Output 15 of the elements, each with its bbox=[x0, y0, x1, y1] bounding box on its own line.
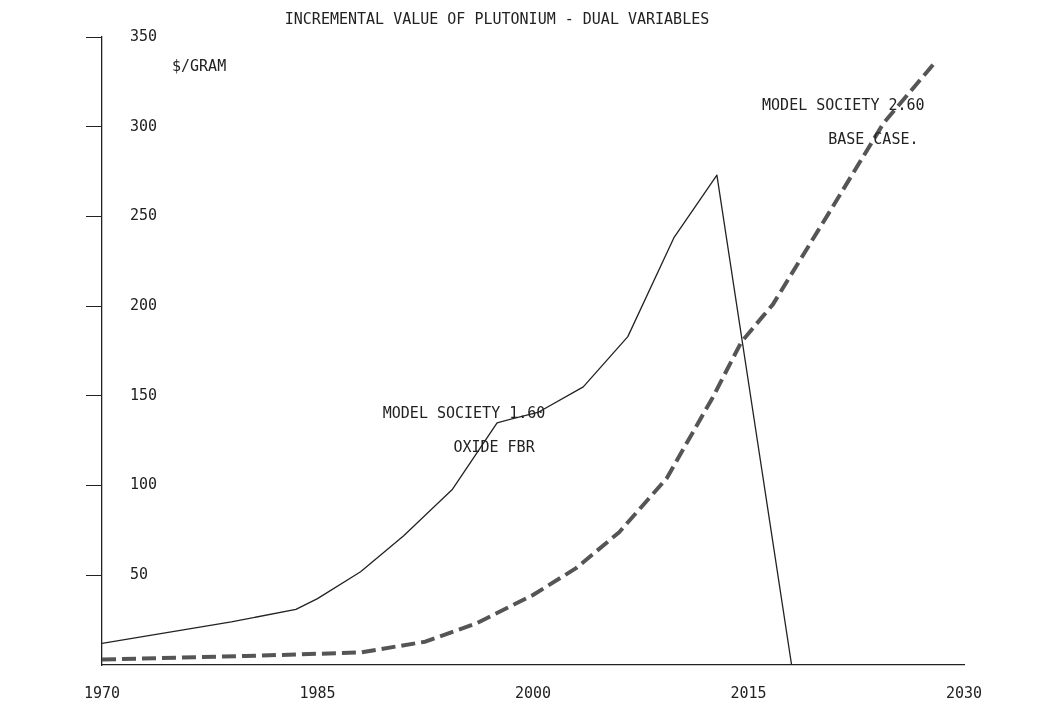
x-tick-label: 2030 bbox=[945, 683, 983, 702]
y-tick-label: 100 bbox=[130, 475, 158, 494]
series-label: MODEL SOCIETY 2.60 BASE CASE. bbox=[762, 95, 925, 148]
y-tick-label: 350 bbox=[130, 26, 158, 45]
y-tick-label: 250 bbox=[130, 206, 158, 225]
x-tick-label: 1985 bbox=[299, 683, 336, 702]
y-tick-label: 150 bbox=[130, 385, 158, 404]
x-tick-label: 2015 bbox=[730, 683, 767, 702]
y-tick-label: 300 bbox=[130, 116, 158, 135]
y-tick-label: 50 bbox=[130, 565, 149, 584]
x-tick-label: 2000 bbox=[514, 683, 552, 702]
y-tick-label: 200 bbox=[130, 296, 158, 315]
chart-title: INCREMENTAL VALUE OF PLUTONIUM - DUAL VARIABLES bbox=[284, 9, 710, 28]
x-tick-label: 1970 bbox=[83, 683, 121, 702]
y-axis-title: $/GRAM bbox=[172, 56, 227, 75]
